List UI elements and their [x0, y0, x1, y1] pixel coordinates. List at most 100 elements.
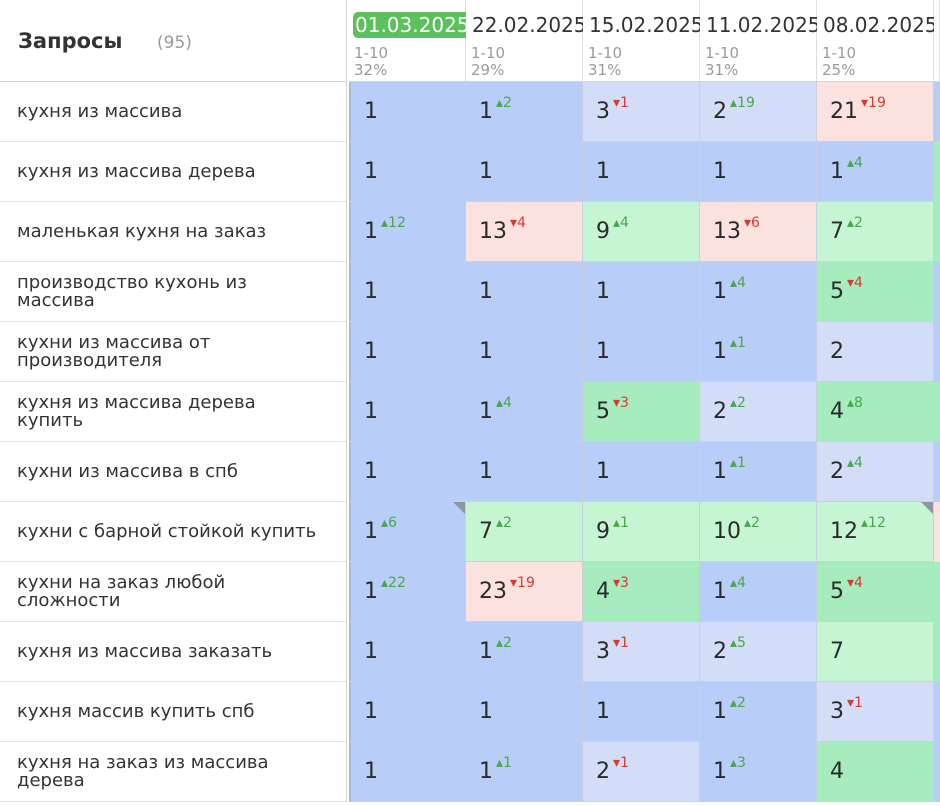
position-cell[interactable]: 1	[349, 382, 466, 442]
position-cell[interactable]: 1 ▴1	[466, 742, 583, 802]
position-cell[interactable]: 1 ▴3	[700, 742, 817, 802]
next-position-cell[interactable]	[934, 622, 940, 682]
position-cell[interactable]: 13 ▾4	[466, 202, 583, 262]
note-flag-icon[interactable]	[921, 502, 933, 514]
next-position-cell[interactable]	[934, 142, 940, 202]
position-cell[interactable]: 1	[349, 82, 466, 142]
date-label[interactable]: 11.02.2025	[706, 13, 821, 37]
position-cell[interactable]: 1 ▴1	[700, 322, 817, 382]
position-cell[interactable]: 1 ▴2	[466, 82, 583, 142]
position-cell[interactable]: 21 ▾19	[817, 82, 934, 142]
date-label[interactable]: 01.03.2025	[353, 12, 472, 38]
position-cell[interactable]: 4	[817, 742, 934, 802]
position-cell[interactable]: 1 ▴4	[466, 382, 583, 442]
arrow-down-icon: ▾	[847, 575, 855, 591]
position-cell[interactable]: 23 ▾19	[466, 562, 583, 622]
date-column-header[interactable]: 15.02.2025 1-10 31%	[583, 0, 704, 82]
position-cell[interactable]: 7 ▴2	[817, 202, 934, 262]
position-cell[interactable]: 3 ▾1	[817, 682, 934, 742]
date-column-header[interactable]: 01.03.2025 1-10 32%	[349, 0, 472, 82]
position-cell[interactable]: 1	[583, 142, 700, 202]
position-cell[interactable]: 1	[349, 142, 466, 202]
position-cell[interactable]: 3 ▾1	[583, 82, 700, 142]
date-label[interactable]: 22.02.2025	[472, 13, 587, 37]
position-cell[interactable]: 1	[583, 682, 700, 742]
query-cell[interactable]: кухни на заказ любой сложности	[0, 562, 347, 622]
position-cell[interactable]: 1	[466, 262, 583, 322]
next-position-cell[interactable]	[934, 742, 940, 802]
position-cell[interactable]: 7	[817, 622, 934, 682]
position-cell[interactable]: 1 ▴4	[700, 562, 817, 622]
query-cell[interactable]: кухня из массива	[0, 82, 347, 142]
date-column-header[interactable]: 11.02.2025 1-10 31%	[700, 0, 821, 82]
position-cell[interactable]: 2 ▾1	[583, 742, 700, 802]
position-cell[interactable]: 1 ▴6	[349, 502, 466, 562]
position-cell[interactable]: 1	[349, 622, 466, 682]
query-cell[interactable]: кухня из массива дерева купить	[0, 382, 347, 442]
date-column-header[interactable]: 22.02.2025 1-10 29%	[466, 0, 587, 82]
next-position-cell[interactable]	[934, 202, 940, 262]
next-position-cell[interactable]	[934, 322, 940, 382]
position-cell[interactable]: 1	[466, 322, 583, 382]
position-cell[interactable]: 3 ▾1	[583, 622, 700, 682]
position-cell[interactable]: 9 ▴1	[583, 502, 700, 562]
position-cell[interactable]: 1 ▴2	[466, 622, 583, 682]
position-cell[interactable]: 1 ▴1	[700, 442, 817, 502]
position-cell[interactable]: 2 ▴4	[817, 442, 934, 502]
next-position-cell[interactable]	[934, 442, 940, 502]
position-cell[interactable]: 1 ▴22	[349, 562, 466, 622]
position-cell[interactable]: 2 ▴5	[700, 622, 817, 682]
arrow-up-icon: ▴	[496, 95, 504, 111]
position-cell[interactable]: 1	[466, 682, 583, 742]
date-label[interactable]: 15.02.2025	[589, 13, 704, 37]
position-cell[interactable]: 5 ▾3	[583, 382, 700, 442]
position-cell[interactable]: 1	[349, 262, 466, 322]
position-cell[interactable]: 13 ▾6	[700, 202, 817, 262]
position-cell[interactable]: 5 ▾4	[817, 562, 934, 622]
position-cell[interactable]: 1 ▴12	[349, 202, 466, 262]
query-cell[interactable]: маленькая кухня на заказ	[0, 202, 347, 262]
query-cell[interactable]: кухни из массива от производителя	[0, 322, 347, 382]
position-cell[interactable]: 7 ▴2	[466, 502, 583, 562]
position-cell[interactable]: 1	[583, 322, 700, 382]
next-position-cell[interactable]	[934, 682, 940, 742]
next-position-cell[interactable]	[934, 502, 940, 562]
position-cell[interactable]: 5 ▾4	[817, 262, 934, 322]
position-cell[interactable]: 1	[583, 442, 700, 502]
position-cell[interactable]: 1	[466, 142, 583, 202]
position-cell[interactable]: 1	[700, 142, 817, 202]
position-cell[interactable]: 1	[349, 742, 466, 802]
position-cell[interactable]: 1	[466, 442, 583, 502]
next-position-cell[interactable]	[934, 82, 940, 142]
position-cell[interactable]: 1	[349, 442, 466, 502]
date-column-header[interactable]: 08.02.2025 1-10 25%	[817, 0, 938, 82]
position-cell[interactable]: 2 ▴2	[700, 382, 817, 442]
next-position-cell[interactable]	[934, 562, 940, 622]
position-cell[interactable]: 2 ▴19	[700, 82, 817, 142]
next-position-cell[interactable]	[934, 382, 940, 442]
position-cell[interactable]: 1	[349, 682, 466, 742]
query-cell[interactable]: кухня из массива дерева	[0, 142, 347, 202]
position-cell[interactable]: 10 ▴2	[700, 502, 817, 562]
next-position-cell[interactable]	[934, 262, 940, 322]
query-cell[interactable]: кухня на заказ из массива дерева	[0, 742, 347, 802]
query-cell[interactable]: кухня массив купить спб	[0, 682, 347, 742]
note-flag-icon[interactable]	[453, 502, 465, 514]
position-cell[interactable]: 12 ▴12	[817, 502, 934, 562]
position-cell[interactable]: 4 ▴8	[817, 382, 934, 442]
position-cell[interactable]: 1	[583, 262, 700, 322]
position-cell[interactable]: 1 ▴2	[700, 682, 817, 742]
date-label[interactable]: 08.02.2025	[823, 13, 938, 37]
change-down: ▾1	[613, 635, 629, 651]
position-cell[interactable]: 9 ▴4	[583, 202, 700, 262]
query-cell[interactable]: кухня из массива заказать	[0, 622, 347, 682]
position-cell[interactable]: 4 ▾3	[583, 562, 700, 622]
query-cell[interactable]: кухни из массива в спб	[0, 442, 347, 502]
query-cell[interactable]: кухни с барной стойкой купить	[0, 502, 347, 562]
position-number: 1	[364, 99, 378, 124]
position-cell[interactable]: 1 ▴4	[817, 142, 934, 202]
query-cell[interactable]: производство кухонь из массива	[0, 262, 347, 322]
position-cell[interactable]: 1 ▴4	[700, 262, 817, 322]
position-cell[interactable]: 1	[349, 322, 466, 382]
position-cell[interactable]: 2	[817, 322, 934, 382]
